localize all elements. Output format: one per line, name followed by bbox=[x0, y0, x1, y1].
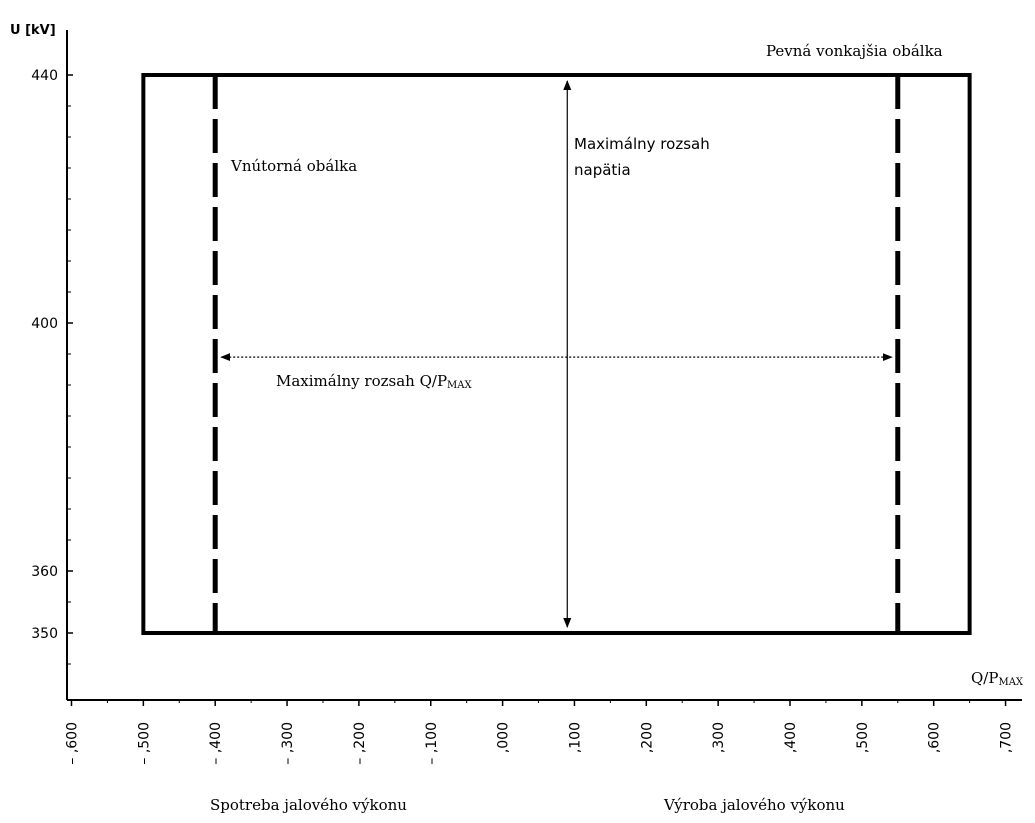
x-tick-label-group: ,300 bbox=[711, 722, 727, 753]
inner-envelope-label: Vnútorná obálka bbox=[230, 157, 357, 175]
x-tick-label: – ,200 bbox=[352, 722, 368, 765]
x-tick-label: ,600 bbox=[927, 722, 943, 753]
x-tick-label: ,500 bbox=[855, 722, 871, 753]
x-tick-label-group: – ,300 bbox=[280, 722, 296, 765]
x-tick-label: ,400 bbox=[783, 722, 799, 753]
x-tick-label: – ,400 bbox=[208, 722, 224, 765]
x-axis-label: Q/PMAX bbox=[971, 669, 1024, 688]
x-tick-label: – ,500 bbox=[136, 722, 152, 765]
y-tick-label: 350 bbox=[31, 626, 58, 642]
x-tick-label-group: ,700 bbox=[999, 722, 1015, 753]
x-tick-label: ,100 bbox=[567, 722, 583, 753]
x-tick-label-group: ,500 bbox=[855, 722, 871, 753]
x-tick-label-group: ,200 bbox=[639, 722, 655, 753]
max-q-label-sub: MAX bbox=[447, 380, 472, 391]
x-tick-label-group: ,600 bbox=[927, 722, 943, 753]
x-tick-label: ,000 bbox=[496, 722, 512, 753]
max-voltage-label-line1: Maximálny rozsah bbox=[574, 135, 710, 153]
x-tick-label: ,200 bbox=[639, 722, 655, 753]
outer-envelope-rect bbox=[141, 73, 972, 635]
x-tick-label-group: – ,100 bbox=[424, 722, 440, 765]
x-axis-label-sub: MAX bbox=[998, 677, 1023, 688]
y-tick-label: 400 bbox=[31, 316, 58, 332]
consumption-label: Spotreba jalového výkonu bbox=[210, 796, 407, 814]
outer-envelope-label: Pevná vonkajšia obálka bbox=[766, 42, 943, 60]
x-tick-label-group: ,100 bbox=[567, 722, 583, 753]
y-tick-label: 440 bbox=[31, 68, 58, 84]
x-tick-label-group: – ,500 bbox=[136, 722, 152, 765]
y-axis-label: U [kV] bbox=[10, 23, 56, 38]
max-q-label-main: Maximálny rozsah Q/P bbox=[276, 372, 447, 390]
x-tick-label-group: ,000 bbox=[496, 722, 512, 753]
x-tick-label-group: – ,400 bbox=[208, 722, 224, 765]
max-voltage-label-line2: napätia bbox=[574, 161, 631, 179]
y-ticks: 440 400 360 350 bbox=[31, 68, 73, 642]
x-tick-label: – ,100 bbox=[424, 722, 440, 765]
x-tick-label-group: ,400 bbox=[783, 722, 799, 753]
x-tick-label: – ,300 bbox=[280, 722, 296, 765]
x-axis-label-main: Q/P bbox=[971, 669, 998, 687]
x-tick-label-group: – ,200 bbox=[352, 722, 368, 765]
x-tick-label: – ,600 bbox=[65, 722, 81, 765]
production-label: Výroba jalového výkonu bbox=[663, 796, 845, 814]
y-minor-ticks bbox=[67, 105, 71, 665]
envelopes bbox=[141, 73, 972, 635]
x-tick-label: ,700 bbox=[999, 722, 1015, 753]
arrows bbox=[220, 80, 893, 628]
y-tick-label: 360 bbox=[31, 564, 58, 580]
x-ticks: – ,600 – ,500 – ,400 – ,300 – ,200 – ,100 ,000… bbox=[65, 700, 1015, 765]
x-tick-label: ,300 bbox=[711, 722, 727, 753]
max-q-label: Maximálny rozsah Q/PMAX bbox=[276, 372, 473, 391]
x-tick-label-group: – ,600 bbox=[65, 722, 81, 765]
